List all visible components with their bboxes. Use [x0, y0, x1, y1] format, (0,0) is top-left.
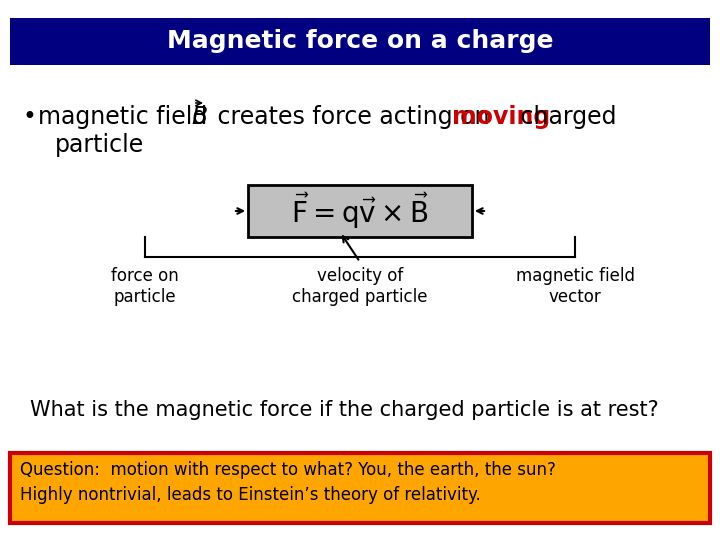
Bar	[10, 453, 710, 523]
Bar	[248, 185, 472, 237]
Text: $\mathsf{\vec{F}=q\vec{v}\times\vec{B}}$: $\mathsf{\vec{F}=q\vec{v}\times\vec{B}}$	[291, 191, 429, 231]
Text: What is the magnetic force if the charged particle is at rest?: What is the magnetic force if the charge…	[30, 400, 659, 420]
Text: •: •	[22, 105, 36, 129]
Text: Question:  motion with respect to what? You, the earth, the sun?
Highly nontrivi: Question: motion with respect to what? Y…	[20, 461, 556, 504]
Text: particle: particle	[55, 133, 144, 157]
Text: force on
particle: force on particle	[111, 267, 179, 306]
Text: Magnetic force on a charge: Magnetic force on a charge	[167, 29, 553, 53]
Text: charged: charged	[513, 105, 616, 129]
Text: B: B	[191, 105, 207, 129]
Text: velocity of
charged particle: velocity of charged particle	[292, 267, 428, 306]
Text: magnetic field
vector: magnetic field vector	[516, 267, 634, 306]
Text: magnetic field: magnetic field	[38, 105, 215, 129]
Bar	[10, 18, 710, 65]
Text: creates force acting on: creates force acting on	[210, 105, 497, 129]
Text: moving: moving	[452, 105, 550, 129]
